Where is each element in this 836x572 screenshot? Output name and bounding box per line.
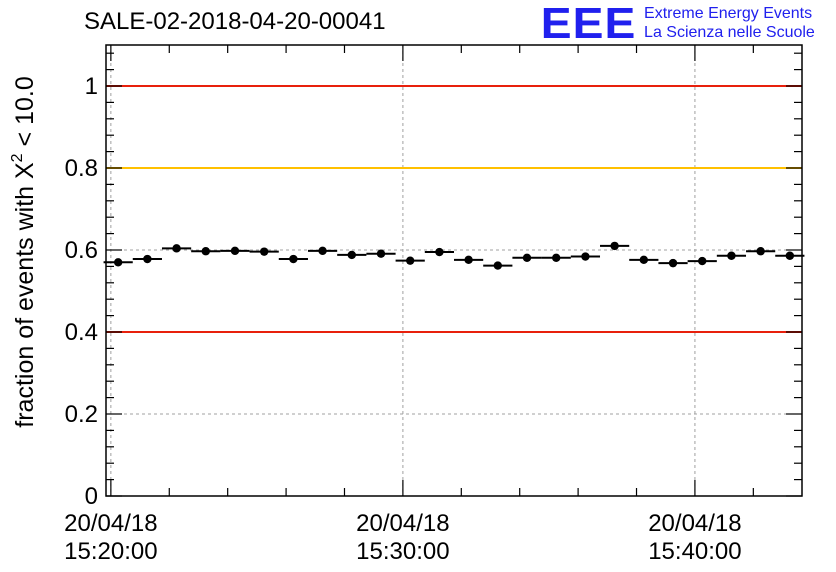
- data-point: [289, 254, 298, 264]
- data-point: [727, 251, 736, 260]
- data-point: [318, 246, 327, 256]
- plot-frame: [105, 44, 803, 497]
- y-tick-label: 0.8: [65, 155, 98, 182]
- data-point: [756, 247, 765, 256]
- data-point: [201, 247, 210, 256]
- y-axis-label: fraction of events with X2 < 10.0: [9, 76, 39, 427]
- logo-line-1: Extreme Energy Events: [644, 5, 813, 22]
- logo-line-2: La Scienza nelle Scuole: [644, 24, 815, 41]
- x-tick-label-date: 20/04/18: [356, 510, 449, 537]
- data-point: [172, 244, 181, 253]
- data-point: [435, 247, 444, 257]
- x-tick-label-time: 15:40:00: [648, 538, 741, 565]
- data-points: [103, 241, 805, 270]
- y-axis-label-prefix: fraction of events with: [11, 179, 39, 428]
- data-point: [668, 258, 678, 268]
- grid-lines: [106, 45, 802, 497]
- y-tick-label: 0.6: [65, 237, 98, 264]
- chart-title: SALE-02-2018-04-20-00041: [84, 8, 386, 35]
- y-tick-label: 1: [85, 73, 98, 100]
- eee-logo: EEE Extreme Energy Events La Scienza nel…: [540, 0, 815, 48]
- data-point: [347, 250, 356, 260]
- y-tick-label: 0.4: [65, 319, 98, 346]
- x-tick-label-date: 20/04/18: [648, 510, 741, 537]
- data-point: [610, 241, 619, 251]
- data-point: [143, 254, 152, 264]
- x-tick-label-time: 15:30:00: [356, 538, 449, 565]
- y-axis-label-suffix: < 10.0: [11, 76, 39, 153]
- y-axis-label-sup: 2: [9, 153, 26, 162]
- data-point: [376, 249, 386, 258]
- eee-logo-text: Extreme Energy Events La Scienza nelle S…: [644, 2, 815, 42]
- axis-labels: 00.20.40.60.8120/04/1815:20:0020/04/1815…: [9, 73, 742, 565]
- data-point: [405, 256, 415, 265]
- reference-lines: [106, 85, 802, 333]
- axes: [105, 44, 803, 497]
- x-tick-label-date: 20/04/18: [64, 510, 157, 537]
- y-axis-label-chi: X: [11, 162, 39, 179]
- data-point: [552, 253, 561, 262]
- data-point: [113, 258, 123, 267]
- data-point: [522, 253, 532, 262]
- data-point: [259, 247, 269, 256]
- y-tick-label: 0: [85, 483, 98, 510]
- data-point: [639, 255, 649, 265]
- data-point: [493, 261, 503, 270]
- data-point: [581, 252, 590, 261]
- data-point: [785, 251, 795, 260]
- x-tick-label-time: 15:20:00: [64, 538, 157, 565]
- data-point: [230, 246, 240, 256]
- data-point: [464, 255, 473, 265]
- eee-logo-mark: EEE: [540, 0, 637, 48]
- y-tick-label: 0.2: [65, 401, 98, 428]
- data-point: [698, 256, 707, 266]
